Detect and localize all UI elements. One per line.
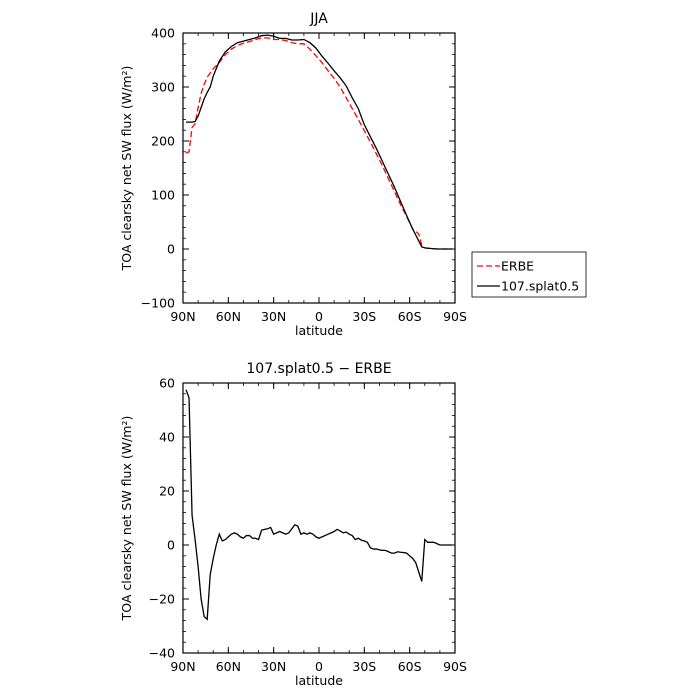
plot-frame: [182, 382, 456, 654]
series-line-difference: [185, 389, 452, 621]
legend-box: [471, 251, 587, 298]
x-tick-label: 90S: [443, 309, 467, 324]
y-tick-label: −100: [141, 296, 175, 311]
y-tick-label: 200: [151, 134, 175, 149]
y-tick-label: 300: [151, 80, 175, 95]
x-tick-label: 60S: [398, 659, 422, 674]
y-tick-label: 0: [167, 242, 175, 257]
x-tick-label: 60N: [216, 309, 241, 324]
chart-title: JJA: [309, 11, 328, 27]
chart-bottom: 107.splat0.5 − ERBE −40 −20 0 20 40 60 90N 60N 30…: [119, 361, 467, 688]
x-axis-label: latitude: [295, 673, 343, 688]
x-tick-label: 0: [315, 659, 323, 674]
y-tick-label: −20: [149, 592, 175, 607]
x-tick-label: 30N: [261, 659, 286, 674]
y-axis-label: TOA clearsky net SW flux (W/m²): [119, 66, 134, 272]
series-line-erbe: [185, 37, 452, 250]
x-tick-label: 90S: [443, 659, 467, 674]
x-tick-label: 90N: [170, 309, 195, 324]
y-axis-label: TOA clearsky net SW flux (W/m²): [119, 416, 134, 622]
legend-label: 107.splat0.5: [501, 279, 579, 294]
y-tick-label: 400: [151, 26, 175, 41]
legend: ERBE 107.splat0.5: [471, 251, 587, 298]
plot-frame: [182, 32, 456, 304]
x-axis-label: latitude: [295, 323, 343, 338]
chart-title: 107.splat0.5 − ERBE: [246, 361, 391, 377]
x-tick-label: 60N: [216, 659, 241, 674]
x-tick-label: 60S: [398, 309, 422, 324]
y-tick-label: 40: [159, 430, 175, 445]
x-tick-label: 0: [315, 309, 323, 324]
y-tick-label: 100: [151, 188, 175, 203]
x-tick-label: 30S: [352, 659, 376, 674]
series-line-107-splat0-5: [186, 34, 452, 250]
y-tick-label: 0: [167, 538, 175, 553]
y-tick-label: 60: [159, 376, 175, 391]
x-tick-label: 30N: [261, 309, 286, 324]
x-tick-label: 30S: [352, 309, 376, 324]
x-tick-label: 90N: [170, 659, 195, 674]
chart-top: JJA −100 0 100 200 300 400 90N 60N 30N 0 30S 60S 90S l…: [119, 11, 587, 338]
y-tick-label: −40: [149, 646, 175, 661]
y-tick-label: 20: [159, 484, 175, 499]
legend-label: ERBE: [501, 259, 534, 274]
